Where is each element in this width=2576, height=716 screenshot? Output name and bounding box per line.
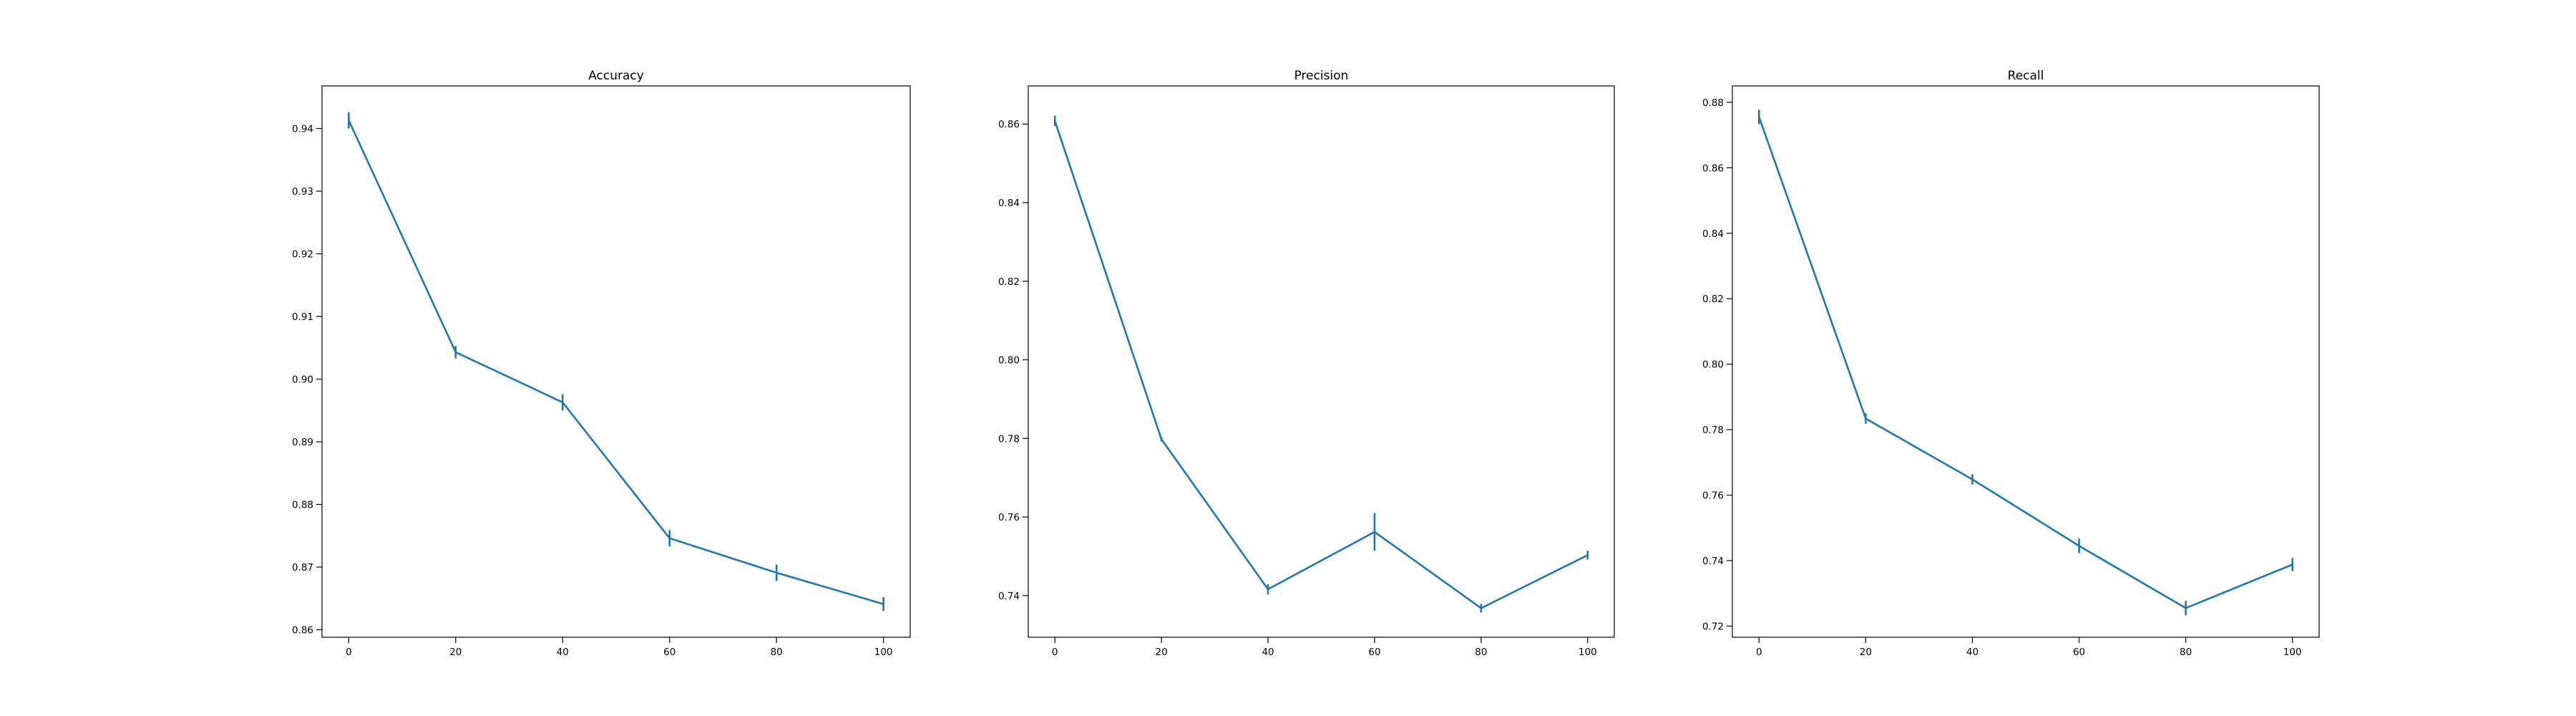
data-point bbox=[348, 119, 350, 122]
subplot-precision: Precision 0 20 40 60 80 100 0.74 0.76 0.78 0.80 0.… bbox=[998, 69, 1615, 658]
y-tick-label: 0.94 bbox=[292, 124, 313, 135]
y-tick-label: 0.82 bbox=[998, 276, 1020, 288]
data-point bbox=[2185, 607, 2187, 609]
x-tick-label: 60 bbox=[1368, 647, 1380, 658]
plot-frame bbox=[1028, 85, 1615, 638]
subplot-title: Precision bbox=[1294, 69, 1349, 83]
subplot-title: Accuracy bbox=[588, 69, 644, 83]
x-tick-label: 100 bbox=[874, 647, 893, 658]
plot-frame bbox=[321, 85, 911, 638]
y-tick-label: 0.78 bbox=[998, 433, 1020, 445]
data-point bbox=[561, 401, 564, 404]
x-tick-label: 20 bbox=[449, 647, 462, 658]
y-tick-label: 0.78 bbox=[1702, 425, 1724, 436]
y-tick-label: 0.86 bbox=[292, 625, 313, 637]
y-tick-label: 0.84 bbox=[998, 198, 1020, 209]
data-point bbox=[1586, 553, 1589, 556]
subplot-recall: Recall 0 20 40 60 80 100 0.72 0.74 0.76 0.78 0.80 0… bbox=[1702, 69, 2320, 658]
data-point bbox=[882, 603, 884, 605]
x-tick-label: 20 bbox=[1860, 647, 1872, 658]
y-tick-label: 0.76 bbox=[1702, 490, 1724, 502]
x-tick-label: 80 bbox=[1475, 647, 1487, 658]
y-tick-label: 0.91 bbox=[292, 311, 313, 323]
x-tick-label: 40 bbox=[1262, 647, 1274, 658]
data-point bbox=[454, 351, 457, 354]
x-tick-label: 100 bbox=[1579, 647, 1597, 658]
data-point bbox=[2291, 563, 2294, 566]
x-tick-label: 0 bbox=[346, 647, 352, 658]
x-tick-label: 60 bbox=[663, 647, 675, 658]
data-point bbox=[775, 571, 778, 574]
y-tick-label: 0.88 bbox=[1702, 97, 1724, 109]
y-tick-label: 0.76 bbox=[998, 512, 1020, 523]
series-line bbox=[1053, 120, 1589, 609]
y-tick-label: 0.90 bbox=[292, 374, 313, 386]
x-tick-label: 20 bbox=[1156, 647, 1168, 658]
y-tick-label: 0.80 bbox=[1702, 359, 1724, 371]
x-tick-label: 80 bbox=[771, 647, 783, 658]
data-point bbox=[668, 537, 671, 540]
data-point bbox=[1373, 531, 1376, 533]
data-point bbox=[1267, 588, 1269, 591]
y-tick-label: 0.80 bbox=[998, 355, 1020, 367]
y-tick-label: 0.87 bbox=[292, 562, 313, 574]
data-point bbox=[1053, 120, 1056, 122]
y-tick-label: 0.86 bbox=[998, 119, 1020, 130]
y-tick-label: 0.84 bbox=[1702, 228, 1724, 240]
data-point bbox=[1480, 607, 1483, 609]
plot-frame bbox=[1732, 85, 2320, 638]
x-tick-label: 0 bbox=[1756, 647, 1762, 658]
x-tick-label: 40 bbox=[557, 647, 569, 658]
series-line bbox=[1758, 116, 2293, 609]
x-tick-label: 100 bbox=[2283, 647, 2302, 658]
y-tick-label: 0.88 bbox=[292, 500, 313, 511]
x-tick-label: 40 bbox=[1966, 647, 1979, 658]
data-point bbox=[1971, 478, 1974, 480]
y-tick-label: 0.74 bbox=[998, 591, 1020, 602]
x-tick-label: 80 bbox=[2180, 647, 2192, 658]
y-tick-label: 0.82 bbox=[1702, 294, 1724, 305]
y-tick-label: 0.92 bbox=[292, 249, 313, 261]
data-point bbox=[1757, 116, 1760, 118]
subplot-title: Recall bbox=[2008, 69, 2044, 83]
data-point bbox=[2078, 545, 2080, 547]
data-point bbox=[1865, 417, 1867, 420]
data-point bbox=[1160, 438, 1163, 440]
x-tick-label: 60 bbox=[2073, 647, 2085, 658]
subplot-accuracy: Accuracy 0 20 40 60 80 100 0.86 0.87 0.88 0.89 0.9… bbox=[292, 69, 911, 658]
y-tick-label: 0.72 bbox=[1702, 621, 1724, 632]
series-line bbox=[348, 120, 884, 605]
x-tick-label: 0 bbox=[1052, 647, 1058, 658]
y-tick-label: 0.74 bbox=[1702, 556, 1724, 567]
y-tick-label: 0.93 bbox=[292, 186, 313, 198]
y-tick-label: 0.86 bbox=[1702, 163, 1724, 174]
y-tick-label: 0.89 bbox=[292, 437, 313, 448]
